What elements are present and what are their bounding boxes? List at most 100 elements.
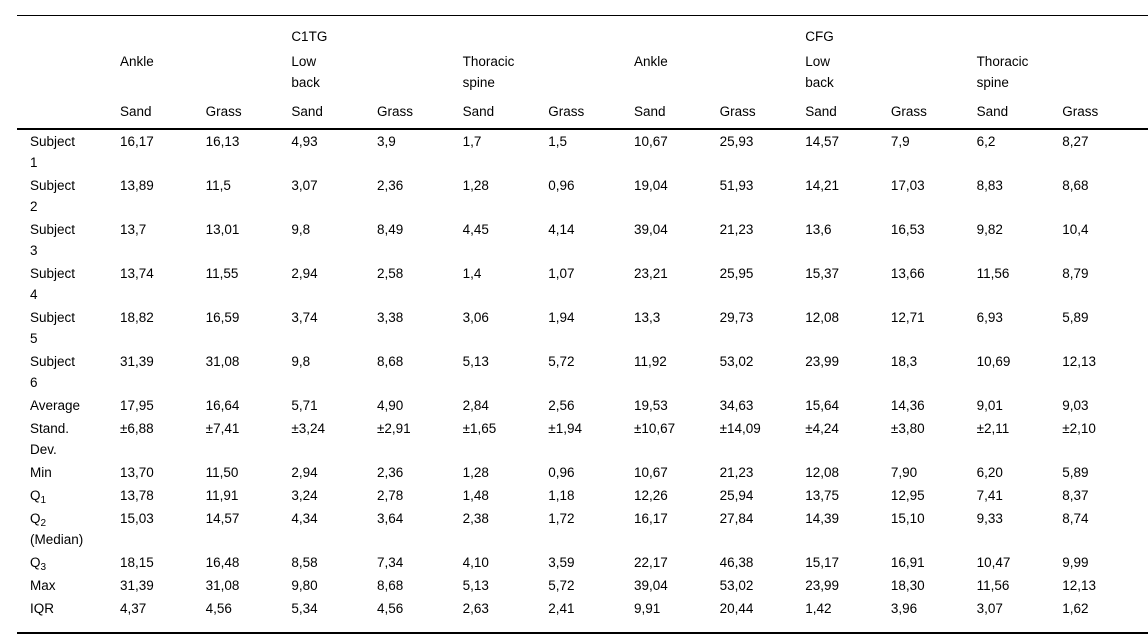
row-label-cell: Subject 2 [30,178,76,214]
value-cell: 2,58 [376,266,404,281]
surface-header-cell: Sand [633,104,666,119]
value-cell: 16,64 [205,398,240,413]
value-cell: 16,17 [633,511,668,526]
group-header-cell: CFG [805,29,834,44]
value-cell: 27,84 [719,511,754,526]
value-cell: 2,38 [462,511,489,526]
empty-header-cell [377,16,463,52]
value-cell: 18,30 [890,578,925,593]
value-cell: 15,37 [805,266,840,281]
value-cell: 10,67 [633,465,668,480]
value-cell: 39,04 [633,578,668,593]
value-cell: 3,96 [890,601,918,616]
value-cell: 14,36 [890,398,925,413]
value-cell: 10,47 [976,555,1011,570]
row-label-cell: Average [30,398,81,413]
value-cell: 6,2 [976,134,996,149]
region-header-cell: Thoracic spine [976,54,1029,90]
surface-header-cell: Grass [719,104,756,119]
row-label-cell: Stand. Dev. [30,421,70,457]
table-row: Subject 4 13,74 11,55 2,94 2,58 1,4 1,07 23,21 25… [17,262,1148,306]
value-cell: 4,56 [205,601,232,616]
table-row: IQR 4,37 4,56 5,34 4,56 2,63 2,41 9,91 20,44 1,42… [17,597,1148,633]
value-cell: 51,93 [719,178,754,193]
value-cell: 2,84 [462,398,489,413]
row-label-cell: IQR [30,601,55,616]
value-cell: 14,39 [805,511,840,526]
value-cell: 10,69 [976,354,1011,369]
value-cell: 0,96 [548,178,575,193]
value-cell: 16,59 [205,310,240,325]
row-label-cell: Subject 6 [30,354,76,390]
table-row: Subject 3 13,7 13,01 9,8 8,49 4,45 4,14 39,04 21,… [17,218,1148,262]
empty-header-cell [120,16,206,52]
value-cell: 25,93 [719,134,754,149]
value-cell: 3,38 [376,310,404,325]
value-cell: 7,41 [976,488,1003,503]
empty-header-cell [548,16,634,52]
value-cell: 8,49 [376,222,404,237]
value-cell: 5,72 [548,354,575,369]
surface-header-cell: Grass [205,104,242,119]
value-cell: 14,57 [205,511,240,526]
value-cell: 20,44 [719,601,754,616]
value-cell: 4,56 [376,601,404,616]
value-cell: 13,70 [120,465,154,480]
value-cell: 1,94 [548,310,575,325]
value-cell: 7,9 [890,134,910,149]
value-cell: 12,26 [633,488,668,503]
value-cell: 2,94 [291,266,318,281]
value-cell: ±3,80 [890,421,925,436]
surface-header-cell: Sand [120,104,152,119]
value-cell: ±2,11 [976,421,1010,436]
value-cell: 7,90 [890,465,918,480]
surface-header-cell: Grass [376,104,413,119]
value-cell: 9,80 [291,578,318,593]
value-cell: 4,37 [120,601,147,616]
value-cell: 5,89 [1062,465,1089,480]
value-cell: 9,8 [291,222,311,237]
value-cell: 31,39 [120,578,154,593]
subscript: 3 [40,562,47,573]
region-header-cell: Low back [291,54,320,90]
value-cell: 5,89 [1062,310,1089,325]
value-cell: 11,92 [633,354,667,369]
row-label-cell: Q2 (Median) [30,511,84,547]
empty-header-cell [463,16,549,52]
value-cell: ±6,88 [120,421,154,436]
value-cell: 1,42 [805,601,832,616]
value-cell: 13,3 [633,310,661,325]
table-body: Subject 1 16,17 16,13 4,93 3,9 1,7 1,5 10,67 25,9… [17,129,1148,633]
value-cell: 1,72 [548,511,575,526]
value-cell: 21,23 [719,465,754,480]
value-cell: 9,82 [976,222,1003,237]
value-cell: 12,13 [1062,354,1097,369]
value-cell: 46,38 [719,555,754,570]
value-cell: 3,24 [291,488,318,503]
value-cell: 18,3 [890,354,918,369]
value-cell: 15,03 [120,511,154,526]
value-cell: 11,55 [205,266,239,281]
table-row: Subject 5 18,82 16,59 3,74 3,38 3,06 1,94 13,3 29… [17,306,1148,350]
value-cell: 4,93 [291,134,318,149]
value-cell: ±4,24 [805,421,839,436]
value-cell: 3,74 [291,310,318,325]
value-cell: 8,68 [376,354,404,369]
value-cell: 16,17 [120,134,154,149]
value-cell: 7,34 [376,555,404,570]
row-label-cell: Max [30,578,56,593]
row-label-cell: Subject 1 [30,134,76,170]
value-cell: 53,02 [719,354,754,369]
value-cell: 11,56 [976,578,1010,593]
value-cell: 8,58 [291,555,318,570]
surface-header-cell: Grass [1062,104,1099,119]
value-cell: 13,7 [120,222,147,237]
value-cell: 15,10 [890,511,925,526]
table-row: Average 17,95 16,64 5,71 4,90 2,84 2,56 19,53 34… [17,394,1148,417]
value-cell: 12,08 [805,310,840,325]
value-cell: 23,21 [633,266,668,281]
corner-cell [17,101,120,129]
value-cell: 23,99 [805,578,840,593]
surface-header-cell: Sand [805,104,837,119]
value-cell: 8,27 [1062,134,1089,149]
